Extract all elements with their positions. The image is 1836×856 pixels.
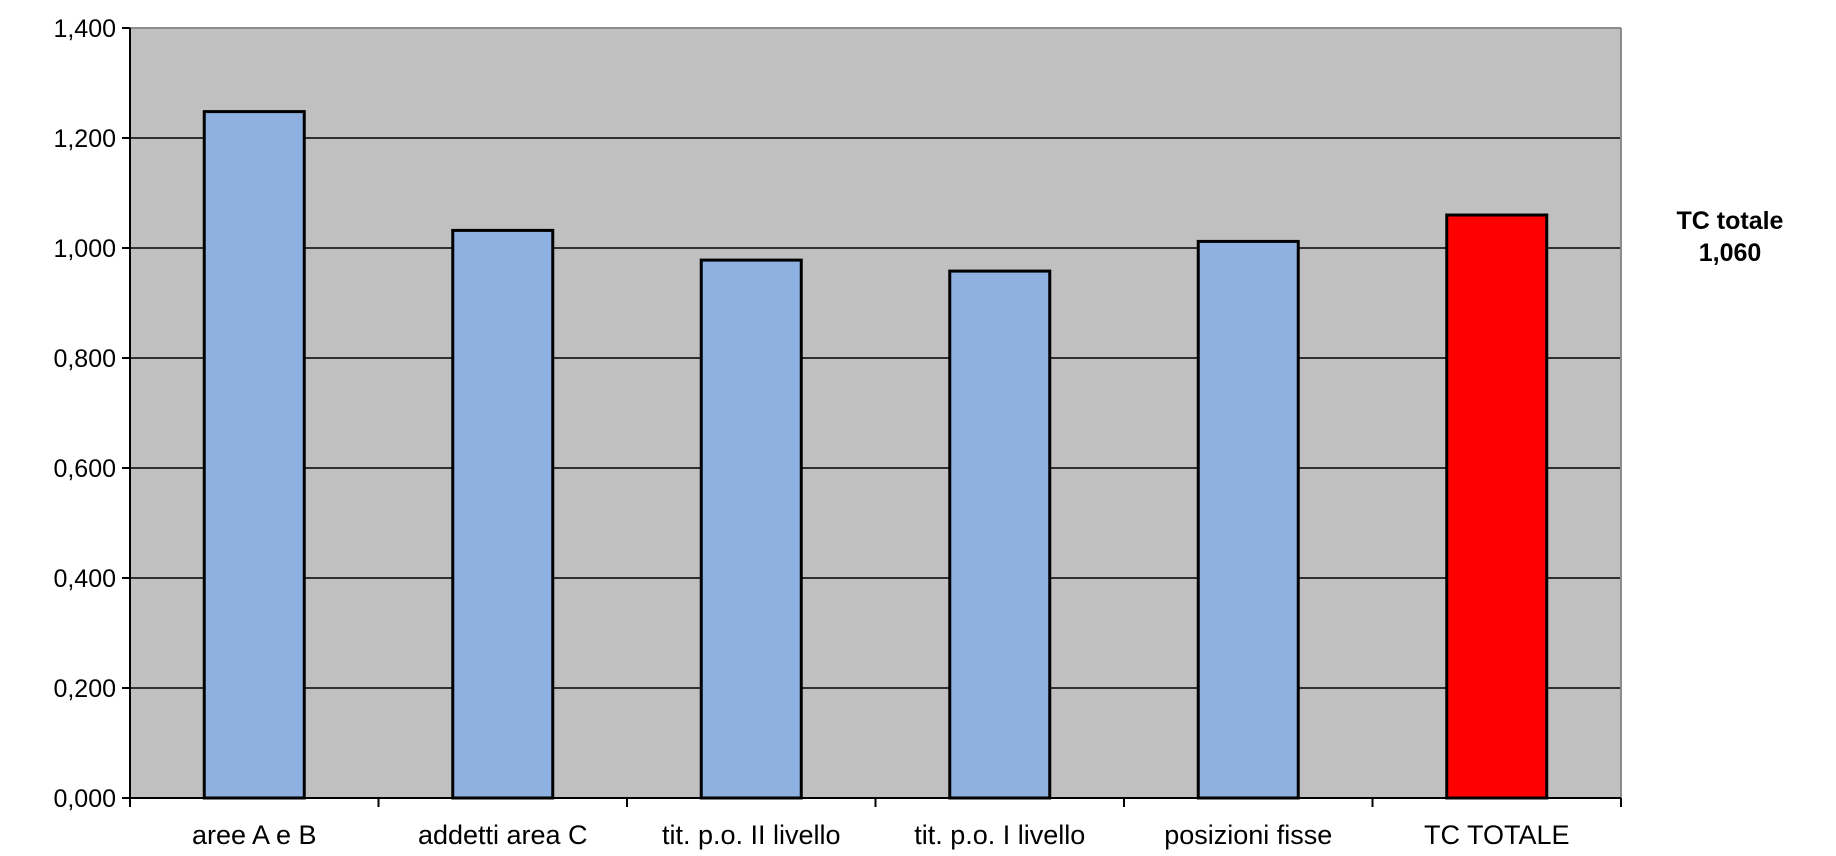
x-category-label: tit. p.o. I livello (914, 820, 1085, 850)
annotation-label: TC totale (1676, 207, 1784, 235)
x-category-label: aree A e B (192, 820, 317, 850)
y-tick-label: 1,200 (53, 125, 116, 153)
y-tick-label: 0,800 (53, 345, 116, 373)
bar-4 (1196, 239, 1300, 800)
bar-0 (202, 110, 306, 800)
bar-1 (451, 228, 555, 800)
y-tick-label: 1,000 (53, 235, 116, 263)
y-tick-label: 0,200 (53, 675, 116, 703)
x-category-label: tit. p.o. II livello (662, 820, 841, 850)
bar-2 (699, 258, 803, 800)
bar-5 (1445, 213, 1549, 800)
y-tick-label: 0,400 (53, 565, 116, 593)
y-tick-label: 1,400 (53, 15, 116, 43)
x-category-label: addetti area C (418, 820, 588, 850)
x-category-label: TC TOTALE (1424, 820, 1570, 850)
x-category-label: posizioni fisse (1164, 820, 1332, 850)
plot-area (130, 28, 1621, 798)
y-tick-label: 0,600 (53, 455, 116, 483)
total-annotation: TC totale 1,060 (1650, 205, 1810, 269)
annotation-value: 1,060 (1698, 239, 1762, 267)
y-tick-label: 0,000 (53, 785, 116, 813)
bar-3 (948, 269, 1052, 800)
